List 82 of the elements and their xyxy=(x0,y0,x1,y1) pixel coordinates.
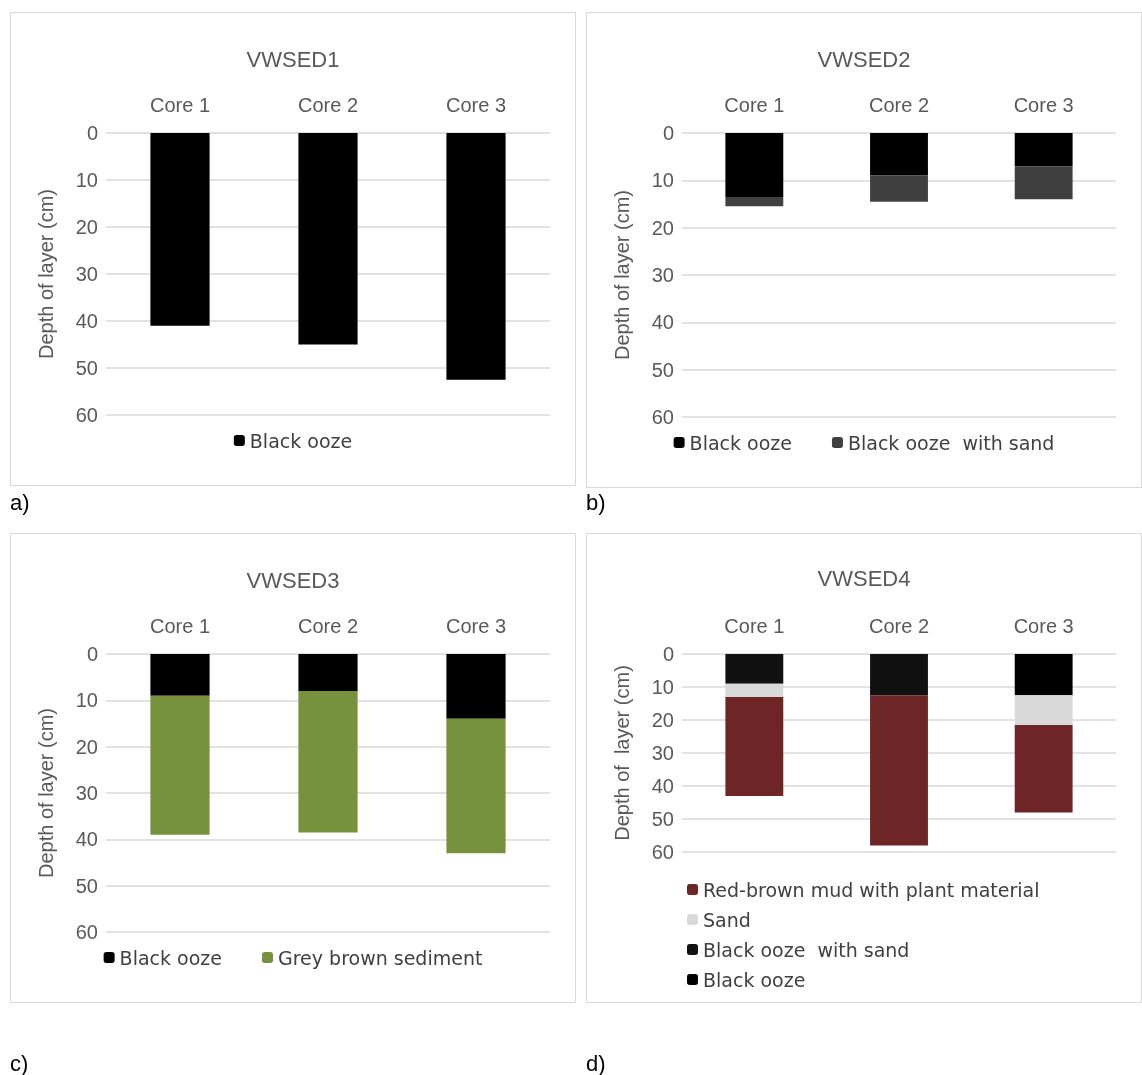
y-tick-label: 0 xyxy=(662,643,674,665)
bar xyxy=(1014,166,1073,200)
legend-label: Red-brown mud with plant material xyxy=(703,878,1040,901)
chart-title: VWSED4 xyxy=(817,565,911,591)
bar xyxy=(298,691,358,833)
y-tick-label: 40 xyxy=(75,828,98,851)
y-tick-label: 30 xyxy=(651,742,674,764)
x-tick-label: Core 1 xyxy=(149,615,211,637)
legend-label: Black ooze xyxy=(249,429,353,452)
text: c) xyxy=(10,1051,29,1075)
legend-label: Grey brown sediment xyxy=(277,946,483,969)
y-tick-label: 10 xyxy=(651,676,674,698)
bar xyxy=(725,654,784,684)
bar xyxy=(870,133,928,176)
bar xyxy=(725,696,784,796)
legend-label: Black ooze with sand xyxy=(847,431,1055,454)
y-tick-label: 60 xyxy=(651,406,674,428)
x-tick-label: Core 2 xyxy=(868,615,930,637)
bar xyxy=(725,133,784,197)
y-tick-label: 50 xyxy=(75,357,98,379)
y-tick-label: 30 xyxy=(75,782,98,804)
y-tick-label: 0 xyxy=(86,122,98,144)
y-tick-label: 60 xyxy=(75,921,98,943)
bar xyxy=(298,133,358,345)
legend-label: Black ooze xyxy=(119,946,222,969)
y-tick-label: 0 xyxy=(662,122,674,144)
y-axis-title: Depth of layer (cm) xyxy=(611,189,633,361)
text: d) xyxy=(586,1051,606,1075)
bar xyxy=(870,695,928,846)
bar xyxy=(1014,654,1073,696)
y-tick-label: 30 xyxy=(75,263,98,285)
legend-label: Black ooze with sand xyxy=(703,938,910,961)
x-tick-label: Core 1 xyxy=(724,615,785,637)
y-axis-title: Depth of layer (cm) xyxy=(611,665,633,841)
y-tick-label: 0 xyxy=(86,643,98,665)
x-tick-label: Core 2 xyxy=(868,94,930,116)
legend-label: Sand xyxy=(703,908,751,931)
y-tick-label: 30 xyxy=(651,264,674,286)
y-tick-label: 50 xyxy=(651,808,674,830)
y-tick-label: 20 xyxy=(651,216,674,239)
chart-title: VWSED3 xyxy=(246,567,340,593)
y-axis-title: Depth of layer (cm) xyxy=(35,188,57,360)
y-tick-label: 50 xyxy=(75,874,98,897)
bar xyxy=(870,175,928,202)
text: b) xyxy=(586,490,606,516)
bar xyxy=(446,654,506,719)
x-tick-label: Core 3 xyxy=(1013,94,1074,116)
y-tick-label: 20 xyxy=(75,735,98,758)
legend-label: Black ooze xyxy=(689,431,792,454)
bar xyxy=(150,133,210,326)
bar xyxy=(446,718,506,854)
y-tick-label: 20 xyxy=(75,216,98,238)
y-axis-title: Depth of layer (cm) xyxy=(35,707,57,879)
bar xyxy=(870,654,928,696)
x-tick-label: Core 3 xyxy=(445,615,507,637)
y-tick-label: 40 xyxy=(651,311,674,334)
chart-title: VWSED2 xyxy=(817,46,911,72)
y-tick-label: 40 xyxy=(651,775,674,797)
y-tick-label: 20 xyxy=(651,709,674,731)
x-tick-label: Core 3 xyxy=(445,94,507,116)
y-tick-label: 10 xyxy=(651,169,674,192)
y-tick-label: 40 xyxy=(75,310,98,332)
y-tick-label: 10 xyxy=(75,169,98,191)
y-tick-label: 60 xyxy=(651,841,674,863)
bar xyxy=(150,695,210,835)
bar xyxy=(1014,724,1073,813)
y-tick-label: 60 xyxy=(75,404,98,426)
y-tick-label: 50 xyxy=(651,358,674,381)
x-tick-label: Core 3 xyxy=(1013,615,1074,637)
legend-label: Black ooze xyxy=(703,968,806,991)
chart-title: VWSED1 xyxy=(246,46,340,72)
bar xyxy=(446,133,506,380)
x-tick-label: Core 2 xyxy=(297,615,359,637)
bar xyxy=(150,654,210,696)
x-tick-label: Core 1 xyxy=(724,94,785,116)
bar xyxy=(1014,133,1073,167)
x-tick-label: Core 1 xyxy=(149,94,211,116)
x-tick-label: Core 2 xyxy=(297,94,359,116)
bar xyxy=(298,654,358,692)
y-tick-label: 10 xyxy=(75,689,98,712)
text: a) xyxy=(10,490,30,516)
bar xyxy=(725,196,784,207)
